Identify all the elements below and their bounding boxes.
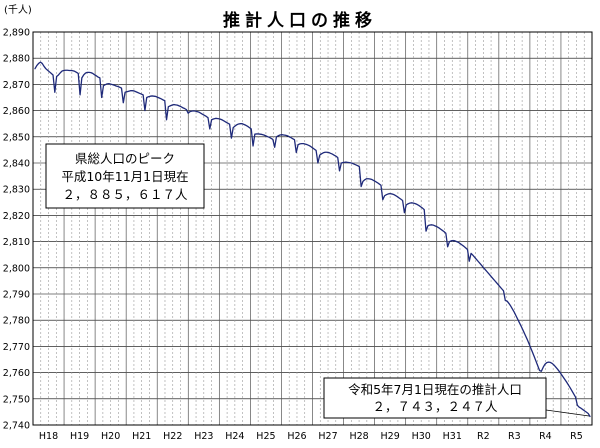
x-tick-label: H28 — [349, 431, 368, 442]
y-tick-label: 2,790 — [3, 290, 30, 301]
x-tick-label: R2 — [477, 431, 490, 442]
x-tick-label: H26 — [287, 431, 306, 442]
peak-callout-line2: 平成10年11月1日現在 — [61, 169, 188, 184]
y-tick-label: 2,810 — [3, 237, 30, 248]
y-tick-label: 2,740 — [3, 421, 30, 432]
x-tick-label: H27 — [318, 431, 337, 442]
y-tick-label: 2,780 — [3, 316, 30, 327]
peak-callout-box — [45, 143, 205, 209]
y-tick-label: 2,890 — [3, 28, 30, 39]
current-callout-line1: 令和5年7月1日現在の推計人口 — [348, 382, 522, 397]
y-tick-label: 2,820 — [3, 211, 30, 222]
x-axis: H18 H19 H20 H21 H22 H23 H24 H25 H26 H27 H28 H29 H30 H… — [39, 431, 583, 442]
x-tick-label: R3 — [508, 431, 521, 442]
current-callout-leader — [545, 409, 590, 417]
x-tick-label: H20 — [101, 431, 120, 442]
y-tick-label: 2,830 — [3, 185, 30, 196]
current-callout-box — [323, 377, 547, 419]
peak-callout-line1: 県総人口のピーク — [75, 151, 175, 166]
x-tick-label: H29 — [381, 431, 400, 442]
y-tick-label: 2,850 — [3, 132, 30, 143]
x-tick-label: H31 — [443, 431, 462, 442]
x-tick-label: H24 — [225, 431, 244, 442]
y-tick-label: 2,750 — [3, 394, 30, 405]
x-tick-label: H30 — [412, 431, 431, 442]
y-tick-label: 2,880 — [3, 54, 30, 65]
x-tick-label: H21 — [132, 431, 151, 442]
series-layer — [34, 61, 591, 418]
y-tick-label: 2,860 — [3, 106, 30, 117]
y-tick-label: 2,800 — [3, 263, 30, 274]
x-tick-label: H19 — [70, 431, 89, 442]
current-callout: 令和5年7月1日現在の推計人口 ２，７４３，２４７人 — [323, 377, 590, 419]
peak-callout-line3: ２，８８５，６１７人 — [62, 187, 188, 202]
x-tick-label: R5 — [570, 431, 583, 442]
y-tick-label: 2,760 — [3, 368, 30, 379]
chart-title: 推計人口の推移 — [223, 10, 377, 31]
x-tick-label: H23 — [194, 431, 213, 442]
population-line — [34, 61, 591, 418]
plot-frame — [32, 31, 593, 426]
x-tick-label: H25 — [256, 431, 275, 442]
y-tick-label: 2,870 — [3, 80, 30, 91]
y-tick-label: 2,840 — [3, 159, 30, 170]
peak-callout: 県総人口のピーク 平成10年11月1日現在 ２，８８５，６１７人 — [45, 143, 205, 209]
current-callout-line2: ２，７４３，２４７人 — [372, 399, 498, 414]
y-tick-label: 2,770 — [3, 342, 30, 353]
vertical-gridlines — [32, 32, 593, 425]
y-axis: 2,740 2,750 2,760 2,770 2,780 2,790 2,800 2,810… — [3, 28, 30, 432]
y-unit-label: (千人) — [4, 4, 32, 16]
x-tick-label: R4 — [539, 431, 552, 442]
x-tick-label: H22 — [163, 431, 182, 442]
x-tick-label: H18 — [39, 431, 58, 442]
